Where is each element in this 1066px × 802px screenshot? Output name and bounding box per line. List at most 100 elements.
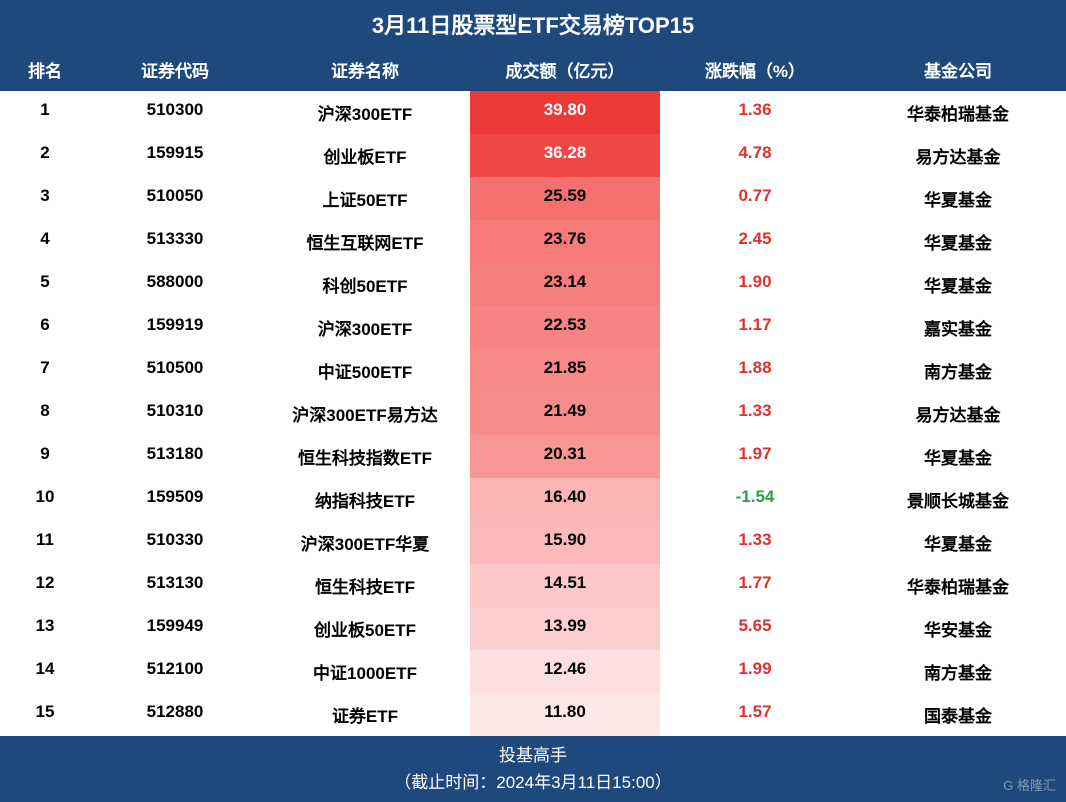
- cell-volume: 36.28: [470, 134, 660, 177]
- col-header-change: 涨跌幅（%）: [660, 48, 850, 91]
- cell-volume: 11.80: [470, 693, 660, 736]
- footer-cutoff: （截止时间：2024年3月11日15:00）: [0, 769, 1066, 796]
- cell-rank: 9: [0, 435, 90, 478]
- cell-company: 华夏基金: [850, 263, 1066, 306]
- cell-volume: 39.80: [470, 91, 660, 134]
- cell-code: 513180: [90, 435, 260, 478]
- table-row: 12513130恒生科技ETF14.511.77华泰柏瑞基金: [0, 564, 1066, 607]
- cell-code: 513330: [90, 220, 260, 263]
- cell-code: 159919: [90, 306, 260, 349]
- cell-change: 2.45: [660, 220, 850, 263]
- cell-volume: 22.53: [470, 306, 660, 349]
- cell-change: 1.90: [660, 263, 850, 306]
- cell-company: 易方达基金: [850, 134, 1066, 177]
- cell-name: 中证1000ETF: [260, 650, 470, 693]
- cell-change: 4.78: [660, 134, 850, 177]
- col-header-volume: 成交额（亿元）: [470, 48, 660, 91]
- cell-code: 510050: [90, 177, 260, 220]
- table-row: 10159509纳指科技ETF16.40-1.54景顺长城基金: [0, 478, 1066, 521]
- table-row: 14512100中证1000ETF12.461.99南方基金: [0, 650, 1066, 693]
- cell-volume: 14.51: [470, 564, 660, 607]
- cell-code: 512100: [90, 650, 260, 693]
- cell-rank: 6: [0, 306, 90, 349]
- table-row: 2159915创业板ETF36.284.78易方达基金: [0, 134, 1066, 177]
- table-row: 9513180恒生科技指数ETF20.311.97华夏基金: [0, 435, 1066, 478]
- table-row: 15512880证券ETF11.801.57国泰基金: [0, 693, 1066, 736]
- cell-company: 华夏基金: [850, 435, 1066, 478]
- cell-volume: 21.85: [470, 349, 660, 392]
- cell-rank: 13: [0, 607, 90, 650]
- cell-volume: 20.31: [470, 435, 660, 478]
- cell-name: 上证50ETF: [260, 177, 470, 220]
- cell-company: 华泰柏瑞基金: [850, 91, 1066, 134]
- cell-rank: 11: [0, 521, 90, 564]
- cell-company: 南方基金: [850, 349, 1066, 392]
- cell-change: 1.97: [660, 435, 850, 478]
- cell-code: 159509: [90, 478, 260, 521]
- cell-change: 1.88: [660, 349, 850, 392]
- cell-change: 1.17: [660, 306, 850, 349]
- cell-company: 华夏基金: [850, 220, 1066, 263]
- table-row: 8510310沪深300ETF易方达21.491.33易方达基金: [0, 392, 1066, 435]
- cell-change: 5.65: [660, 607, 850, 650]
- table-row: 11510330沪深300ETF华夏15.901.33华夏基金: [0, 521, 1066, 564]
- cell-code: 510330: [90, 521, 260, 564]
- cell-company: 景顺长城基金: [850, 478, 1066, 521]
- col-header-company: 基金公司: [850, 48, 1066, 91]
- cell-company: 国泰基金: [850, 693, 1066, 736]
- etf-ranking-table: 3月11日股票型ETF交易榜TOP15 排名 证券代码 证券名称 成交额（亿元）…: [0, 0, 1066, 802]
- cell-company: 华泰柏瑞基金: [850, 564, 1066, 607]
- cell-name: 沪深300ETF: [260, 306, 470, 349]
- cell-name: 创业板50ETF: [260, 607, 470, 650]
- cell-volume: 16.40: [470, 478, 660, 521]
- cell-change: 1.57: [660, 693, 850, 736]
- col-header-rank: 排名: [0, 48, 90, 91]
- cell-name: 沪深300ETF: [260, 91, 470, 134]
- table-row: 7510500中证500ETF21.851.88南方基金: [0, 349, 1066, 392]
- cell-name: 纳指科技ETF: [260, 478, 470, 521]
- cell-rank: 4: [0, 220, 90, 263]
- cell-company: 华夏基金: [850, 521, 1066, 564]
- col-header-code: 证券代码: [90, 48, 260, 91]
- cell-name: 恒生科技指数ETF: [260, 435, 470, 478]
- cell-code: 588000: [90, 263, 260, 306]
- table-header: 排名 证券代码 证券名称 成交额（亿元） 涨跌幅（%） 基金公司: [0, 48, 1066, 91]
- cell-name: 恒生科技ETF: [260, 564, 470, 607]
- cell-name: 恒生互联网ETF: [260, 220, 470, 263]
- cell-change: 0.77: [660, 177, 850, 220]
- table-title: 3月11日股票型ETF交易榜TOP15: [0, 0, 1066, 48]
- cell-volume: 21.49: [470, 392, 660, 435]
- cell-rank: 12: [0, 564, 90, 607]
- cell-volume: 12.46: [470, 650, 660, 693]
- cell-company: 华夏基金: [850, 177, 1066, 220]
- table-body: 1510300沪深300ETF39.801.36华泰柏瑞基金2159915创业板…: [0, 91, 1066, 736]
- cell-change: 1.99: [660, 650, 850, 693]
- cell-company: 嘉实基金: [850, 306, 1066, 349]
- cell-rank: 1: [0, 91, 90, 134]
- cell-company: 南方基金: [850, 650, 1066, 693]
- cell-name: 证券ETF: [260, 693, 470, 736]
- cell-rank: 5: [0, 263, 90, 306]
- table-row: 13159949创业板50ETF13.995.65华安基金: [0, 607, 1066, 650]
- cell-volume: 23.76: [470, 220, 660, 263]
- cell-change: 1.36: [660, 91, 850, 134]
- table-row: 5588000科创50ETF23.141.90华夏基金: [0, 263, 1066, 306]
- cell-code: 159915: [90, 134, 260, 177]
- cell-code: 513130: [90, 564, 260, 607]
- table-row: 6159919沪深300ETF22.531.17嘉实基金: [0, 306, 1066, 349]
- table-row: 4513330恒生互联网ETF23.762.45华夏基金: [0, 220, 1066, 263]
- cell-rank: 7: [0, 349, 90, 392]
- cell-rank: 14: [0, 650, 90, 693]
- cell-volume: 13.99: [470, 607, 660, 650]
- cell-company: 易方达基金: [850, 392, 1066, 435]
- cell-code: 510500: [90, 349, 260, 392]
- cell-code: 512880: [90, 693, 260, 736]
- watermark-logo: G 格隆汇: [1003, 776, 1056, 797]
- table-row: 1510300沪深300ETF39.801.36华泰柏瑞基金: [0, 91, 1066, 134]
- cell-change: -1.54: [660, 478, 850, 521]
- cell-name: 沪深300ETF华夏: [260, 521, 470, 564]
- cell-name: 创业板ETF: [260, 134, 470, 177]
- cell-rank: 10: [0, 478, 90, 521]
- cell-rank: 15: [0, 693, 90, 736]
- cell-company: 华安基金: [850, 607, 1066, 650]
